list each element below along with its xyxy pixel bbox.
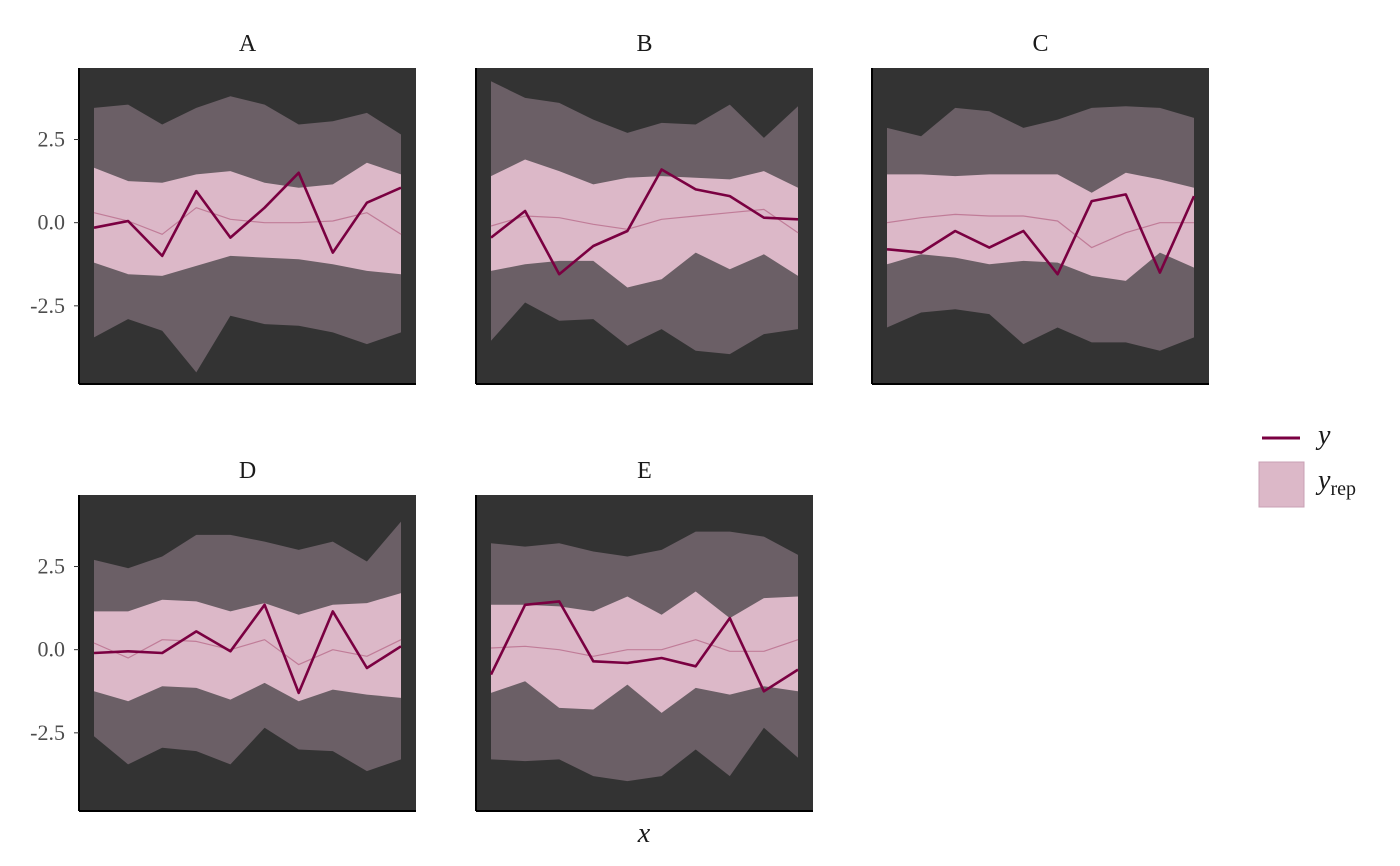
legend: y yrep: [1258, 420, 1356, 508]
y-tick-label: 2.5: [38, 554, 66, 579]
x-axis-title: x: [637, 818, 651, 849]
y-tick-label: -2.5: [30, 720, 65, 745]
observed-y-line: [886, 193, 1196, 276]
panel-d: D -2.5 0.0 2.5: [30, 458, 416, 812]
observed-y-line: [93, 171, 402, 258]
y-tick-label: 2.5: [38, 127, 66, 152]
legend-yrep-subscript: rep: [1330, 478, 1356, 500]
y-tick-label: 0.0: [38, 637, 66, 662]
y-tick-label: -2.5: [30, 293, 65, 318]
legend-yrep-label: yrep: [1315, 465, 1356, 500]
facet-label-a: A: [239, 31, 257, 57]
facet-label-e: E: [637, 458, 652, 484]
yrep-median-line: [886, 213, 1194, 249]
yrep-median-line: [490, 639, 799, 657]
panel-b: B: [475, 31, 813, 385]
inner-interval-band: [887, 172, 1194, 281]
inner-interval-band: [94, 162, 401, 276]
facet-label-c: C: [1032, 31, 1048, 57]
observed-y-line: [489, 600, 799, 693]
yrep-median-line: [93, 639, 402, 666]
observed-y-line: [490, 168, 799, 276]
inner-interval-band: [491, 591, 798, 713]
panel-c: C: [871, 31, 1209, 385]
legend-y-label: y: [1315, 420, 1331, 451]
panel-e: E: [475, 458, 813, 812]
facet-label-d: D: [239, 458, 256, 484]
observed-y-line: [93, 603, 402, 695]
inner-interval-band: [491, 159, 798, 288]
facet-label-b: B: [636, 31, 652, 57]
legend-yrep-key: [1258, 461, 1305, 508]
y-tick-label: 0.0: [38, 210, 66, 235]
inner-interval-band: [94, 593, 401, 702]
yrep-median-line: [490, 208, 799, 234]
panel-a: A -2.5 0.0 2.5: [30, 31, 416, 385]
